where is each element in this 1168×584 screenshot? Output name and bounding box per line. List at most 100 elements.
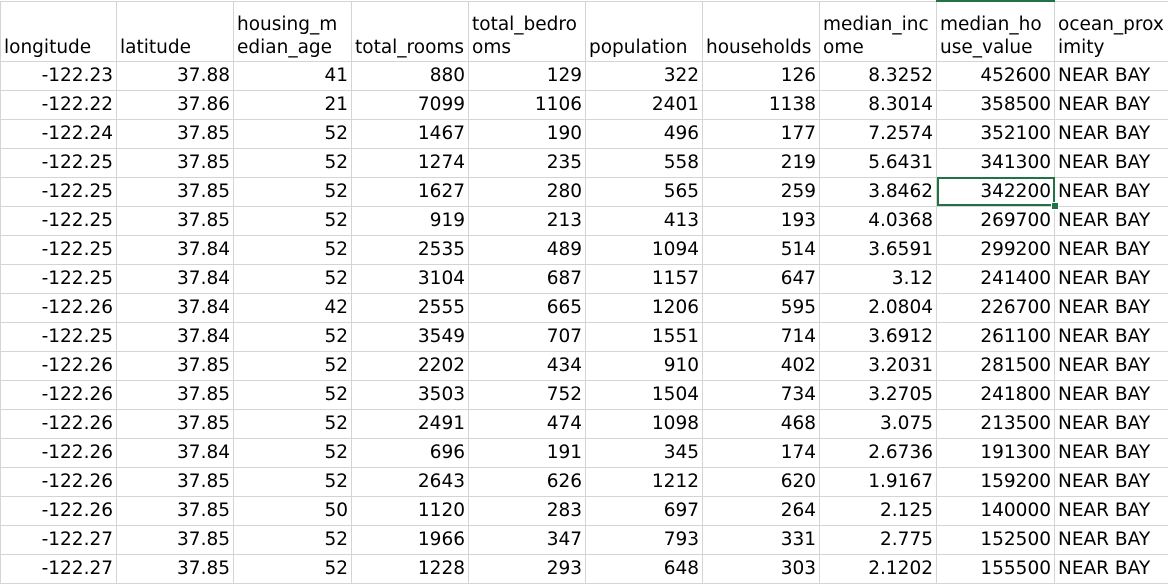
cell-median-house-value[interactable]: 341300 xyxy=(937,148,1055,177)
cell-median-house-value[interactable]: 155500 xyxy=(937,554,1055,583)
cell-total-bedrooms[interactable]: 280 xyxy=(469,177,586,206)
cell-total-bedrooms[interactable]: 707 xyxy=(469,322,586,351)
cell-ocean-proximity[interactable]: NEAR BAY xyxy=(1055,119,1168,148)
cell-total-rooms[interactable]: 2491 xyxy=(352,409,469,438)
cell-latitude[interactable]: 37.85 xyxy=(117,409,234,438)
cell-median-income[interactable]: 3.075 xyxy=(820,409,937,438)
cell-total-bedrooms[interactable]: 190 xyxy=(469,119,586,148)
cell-median-house-value[interactable]: 352100 xyxy=(937,119,1055,148)
cell-latitude[interactable]: 37.85 xyxy=(117,119,234,148)
column-header-housing-median-age[interactable]: housing_median_age xyxy=(234,1,352,61)
cell-households[interactable]: 514 xyxy=(703,235,820,264)
cell-latitude[interactable]: 37.84 xyxy=(117,264,234,293)
cell-total-bedrooms[interactable]: 293 xyxy=(469,554,586,583)
cell-total-bedrooms[interactable]: 191 xyxy=(469,438,586,467)
cell-households[interactable]: 177 xyxy=(703,119,820,148)
cell-total-bedrooms[interactable]: 434 xyxy=(469,351,586,380)
cell-longitude[interactable]: -122.25 xyxy=(1,235,117,264)
cell-ocean-proximity[interactable]: NEAR BAY xyxy=(1055,496,1168,525)
cell-households[interactable]: 714 xyxy=(703,322,820,351)
cell-population[interactable]: 322 xyxy=(586,61,703,90)
cell-median-house-value[interactable]: 213500 xyxy=(937,409,1055,438)
cell-housing-median-age[interactable]: 52 xyxy=(234,525,352,554)
cell-housing-median-age[interactable]: 52 xyxy=(234,119,352,148)
cell-longitude[interactable]: -122.26 xyxy=(1,293,117,322)
column-header-population[interactable]: population xyxy=(586,1,703,61)
cell-housing-median-age[interactable]: 52 xyxy=(234,438,352,467)
column-header-ocean-proximity[interactable]: ocean_proximity xyxy=(1055,1,1168,61)
cell-households[interactable]: 468 xyxy=(703,409,820,438)
cell-latitude[interactable]: 37.88 xyxy=(117,61,234,90)
cell-housing-median-age[interactable]: 52 xyxy=(234,148,352,177)
column-header-median-income[interactable]: median_income xyxy=(820,1,937,61)
cell-housing-median-age[interactable]: 52 xyxy=(234,206,352,235)
cell-ocean-proximity[interactable]: NEAR BAY xyxy=(1055,148,1168,177)
cell-households[interactable]: 174 xyxy=(703,438,820,467)
cell-ocean-proximity[interactable]: NEAR BAY xyxy=(1055,438,1168,467)
cell-households[interactable]: 1138 xyxy=(703,90,820,119)
column-header-total-bedrooms[interactable]: total_bedrooms xyxy=(469,1,586,61)
cell-median-income[interactable]: 8.3252 xyxy=(820,61,937,90)
cell-median-income[interactable]: 3.8462 xyxy=(820,177,937,206)
cell-total-rooms[interactable]: 3503 xyxy=(352,380,469,409)
cell-median-house-value[interactable]: 261100 xyxy=(937,322,1055,351)
cell-total-rooms[interactable]: 1228 xyxy=(352,554,469,583)
cell-total-bedrooms[interactable]: 235 xyxy=(469,148,586,177)
cell-latitude[interactable]: 37.86 xyxy=(117,90,234,119)
cell-ocean-proximity[interactable]: NEAR BAY xyxy=(1055,351,1168,380)
cell-total-rooms[interactable]: 2202 xyxy=(352,351,469,380)
column-header-total-rooms[interactable]: total_rooms xyxy=(352,1,469,61)
cell-housing-median-age[interactable]: 52 xyxy=(234,554,352,583)
cell-households[interactable]: 734 xyxy=(703,380,820,409)
cell-total-rooms[interactable]: 1627 xyxy=(352,177,469,206)
cell-median-house-value[interactable]: 152500 xyxy=(937,525,1055,554)
cell-households[interactable]: 219 xyxy=(703,148,820,177)
cell-housing-median-age[interactable]: 41 xyxy=(234,61,352,90)
cell-total-rooms[interactable]: 1467 xyxy=(352,119,469,148)
cell-ocean-proximity[interactable]: NEAR BAY xyxy=(1055,264,1168,293)
cell-total-rooms[interactable]: 1274 xyxy=(352,148,469,177)
cell-population[interactable]: 345 xyxy=(586,438,703,467)
cell-ocean-proximity[interactable]: NEAR BAY xyxy=(1055,467,1168,496)
cell-households[interactable]: 620 xyxy=(703,467,820,496)
cell-median-income[interactable]: 3.2705 xyxy=(820,380,937,409)
cell-population[interactable]: 2401 xyxy=(586,90,703,119)
cell-housing-median-age[interactable]: 52 xyxy=(234,380,352,409)
cell-latitude[interactable]: 37.85 xyxy=(117,554,234,583)
cell-total-rooms[interactable]: 2643 xyxy=(352,467,469,496)
cell-total-rooms[interactable]: 2555 xyxy=(352,293,469,322)
cell-longitude[interactable]: -122.27 xyxy=(1,525,117,554)
cell-households[interactable]: 259 xyxy=(703,177,820,206)
cell-population[interactable]: 793 xyxy=(586,525,703,554)
cell-housing-median-age[interactable]: 42 xyxy=(234,293,352,322)
cell-median-house-value[interactable]: 241400 xyxy=(937,264,1055,293)
cell-latitude[interactable]: 37.84 xyxy=(117,235,234,264)
cell-total-bedrooms[interactable]: 752 xyxy=(469,380,586,409)
cell-longitude[interactable]: -122.25 xyxy=(1,148,117,177)
cell-latitude[interactable]: 37.85 xyxy=(117,351,234,380)
cell-longitude[interactable]: -122.23 xyxy=(1,61,117,90)
cell-median-income[interactable]: 2.0804 xyxy=(820,293,937,322)
cell-median-income[interactable]: 2.6736 xyxy=(820,438,937,467)
cell-latitude[interactable]: 37.85 xyxy=(117,380,234,409)
fill-handle[interactable] xyxy=(1051,202,1059,210)
cell-longitude[interactable]: -122.25 xyxy=(1,322,117,351)
cell-total-bedrooms[interactable]: 665 xyxy=(469,293,586,322)
cell-median-house-value[interactable]: 269700 xyxy=(937,206,1055,235)
cell-total-rooms[interactable]: 919 xyxy=(352,206,469,235)
cell-total-rooms[interactable]: 1966 xyxy=(352,525,469,554)
cell-total-bedrooms[interactable]: 474 xyxy=(469,409,586,438)
cell-population[interactable]: 558 xyxy=(586,148,703,177)
cell-total-rooms[interactable]: 880 xyxy=(352,61,469,90)
cell-longitude[interactable]: -122.27 xyxy=(1,554,117,583)
cell-population[interactable]: 910 xyxy=(586,351,703,380)
cell-median-house-value[interactable]: 159200 xyxy=(937,467,1055,496)
cell-total-bedrooms[interactable]: 129 xyxy=(469,61,586,90)
cell-median-income[interactable]: 8.3014 xyxy=(820,90,937,119)
cell-population[interactable]: 1157 xyxy=(586,264,703,293)
cell-population[interactable]: 1212 xyxy=(586,467,703,496)
cell-ocean-proximity[interactable]: NEAR BAY xyxy=(1055,235,1168,264)
cell-median-income[interactable]: 3.2031 xyxy=(820,351,937,380)
cell-ocean-proximity[interactable]: NEAR BAY xyxy=(1055,322,1168,351)
cell-population[interactable]: 1094 xyxy=(586,235,703,264)
